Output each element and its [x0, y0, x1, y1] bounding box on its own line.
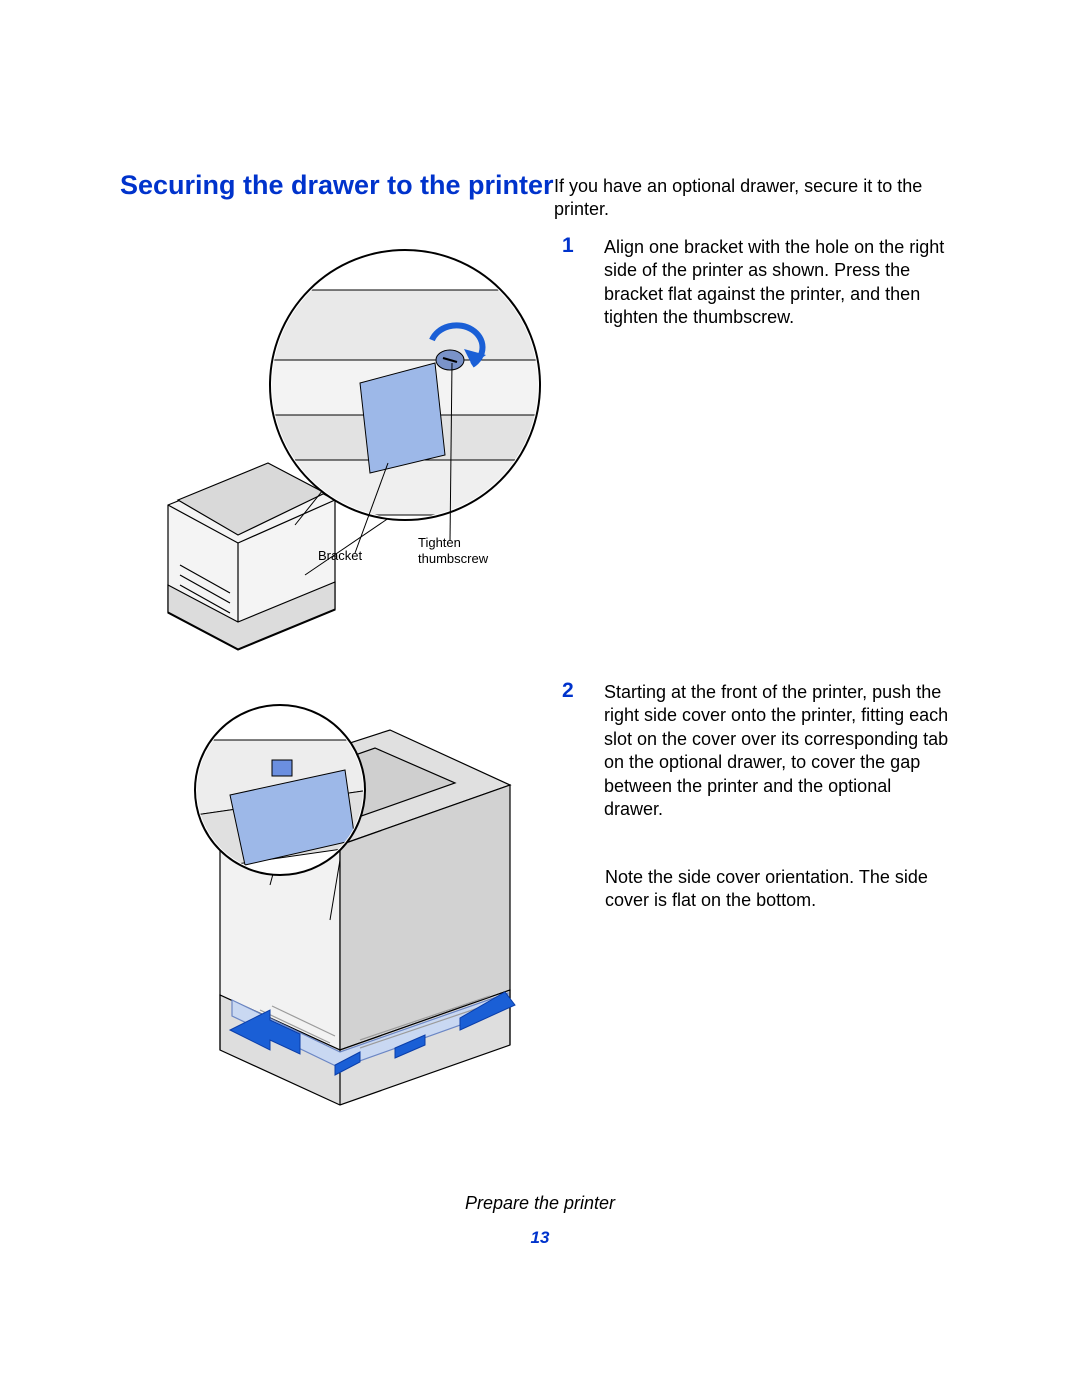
step-2-number: 2 [562, 679, 574, 703]
section-heading: Securing the drawer to the printer [120, 170, 554, 201]
figure-1: Bracket Tighten thumbscrew [150, 245, 550, 665]
figure-1-callout-thumbscrew-line2: thumbscrew [418, 551, 488, 566]
figure-1-callout-bracket: Bracket [318, 548, 362, 564]
step-1: 1 Align one bracket with the hole on the… [584, 236, 954, 330]
step-2: 2 Starting at the front of the printer, … [584, 681, 954, 821]
footer-page-number: 13 [0, 1228, 1080, 1248]
figure-1-callout-thumbscrew: Tighten thumbscrew [418, 535, 488, 566]
step-1-text: Align one bracket with the hole on the r… [604, 236, 954, 330]
step-2-text: Starting at the front of the printer, pu… [604, 681, 954, 821]
footer-section-title: Prepare the printer [0, 1193, 1080, 1214]
step-2-note: Note the side cover orientation. The sid… [605, 866, 955, 913]
figure-1-callout-thumbscrew-line1: Tighten [418, 535, 461, 550]
step-1-number: 1 [562, 234, 574, 258]
intro-text: If you have an optional drawer, secure i… [554, 175, 954, 222]
figure-2 [160, 700, 540, 1130]
